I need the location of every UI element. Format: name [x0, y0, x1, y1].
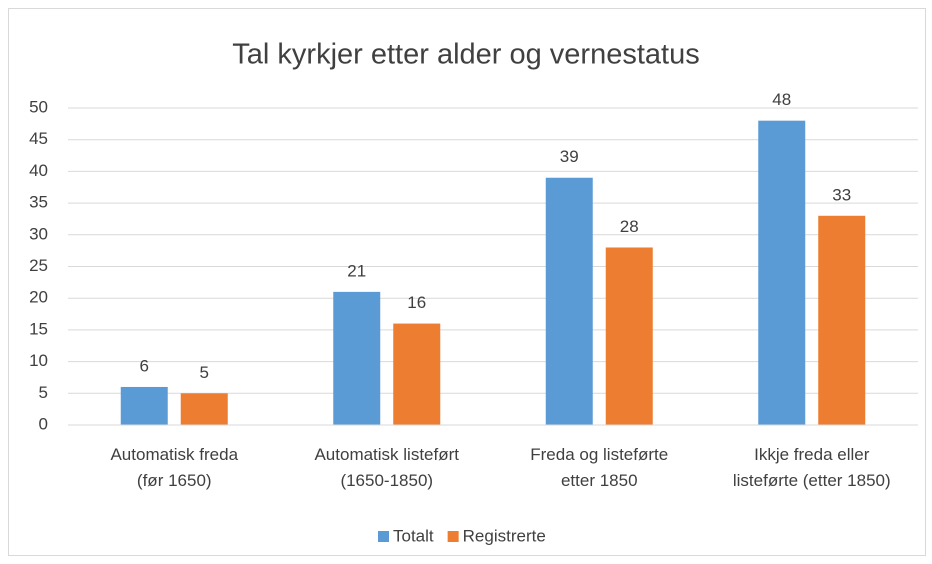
legend-swatch: [378, 531, 389, 542]
y-tick-label: 50: [29, 97, 48, 116]
data-label: 28: [620, 217, 639, 236]
bar: [333, 291, 381, 425]
y-tick-label: 20: [29, 288, 48, 307]
bar: [605, 247, 653, 425]
bar: [545, 177, 593, 425]
data-label: 39: [560, 147, 579, 166]
y-tick-label: 30: [29, 224, 48, 243]
data-label: 48: [772, 90, 791, 109]
legend-swatch: [447, 531, 459, 542]
x-tick-label: Freda og listeførte etter 1850: [530, 445, 669, 490]
y-tick-label: 35: [29, 193, 48, 212]
bar: [758, 120, 806, 426]
bar: [120, 386, 168, 425]
data-label: 21: [347, 261, 366, 280]
y-tick-label: 0: [39, 414, 48, 433]
data-label: 16: [407, 293, 426, 312]
x-tick-label: Ikkje freda eller listeførte (etter 1850…: [732, 445, 891, 490]
x-tick-label: Automatisk freda (før 1650): [110, 445, 239, 490]
y-tick-label: 15: [29, 319, 48, 338]
y-tick-label: 45: [29, 129, 48, 148]
legend-label: Registrerte: [463, 526, 546, 545]
y-tick-label: 40: [29, 161, 48, 180]
data-label: 33: [832, 185, 851, 204]
data-label: 6: [140, 356, 149, 375]
bar: [393, 323, 441, 425]
chart-title: Tal kyrkjer etter alder og vernestatus: [232, 39, 699, 71]
y-tick-label: 10: [29, 351, 48, 370]
y-tick-label: 25: [29, 256, 48, 275]
x-tick-label: Automatisk listeført (1650-1850): [314, 445, 460, 490]
bar: [818, 215, 866, 425]
data-label: 5: [200, 363, 209, 382]
y-tick-label: 5: [39, 383, 48, 402]
bar: [180, 393, 228, 425]
legend-label: Totalt: [393, 526, 434, 545]
